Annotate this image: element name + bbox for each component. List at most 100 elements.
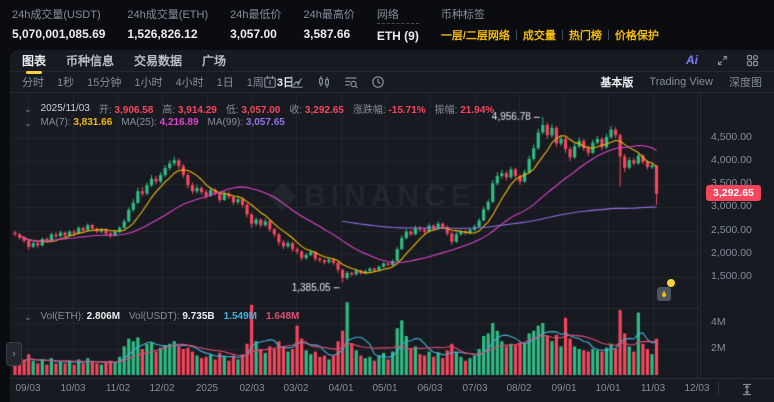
stat-value: 5,070,001,085.69: [12, 27, 106, 41]
tab-4[interactable]: 广场: [202, 54, 227, 68]
ma-fields: MA(7): 3,831.66 MA(25): 4,216.89 MA(99): 3…: [41, 117, 285, 128]
tag-separator: [515, 30, 517, 40]
legend-field: 1.549M: [223, 311, 257, 322]
coin-tag-link[interactable]: 成交量: [522, 30, 556, 42]
price-tick-label: 2,000.00: [711, 246, 752, 259]
legend-field: 收: 3,292.65: [289, 105, 344, 116]
stat-item: 24h最低价 3,057.00: [230, 8, 281, 41]
time-tick-label: 12/02: [149, 383, 175, 394]
axis-separator: [718, 382, 719, 395]
scale-reset-icon[interactable]: [736, 382, 758, 396]
collapse-ohlc-icon[interactable]: ⌄: [24, 103, 32, 114]
tab-bar: 图表 币种信息 交易数据 广场 Ai: [10, 50, 774, 72]
legend-field: 振幅: 21.94%: [434, 105, 495, 116]
interval-button[interactable]: 1周: [246, 76, 264, 89]
tab-bar-icons: Ai: [684, 52, 760, 68]
coin-tags-links: 一层/二层网络 成交量 热门榜 价格保护: [441, 27, 659, 43]
interval-buttons: 分时 1秒 15分钟 1小时 4小时 1日 1周 3日 ▾: [22, 71, 301, 92]
time-tick-label: 11/02: [105, 383, 131, 394]
timezone-icon[interactable]: [371, 75, 385, 89]
volume-tick-label: 2M: [711, 342, 726, 354]
legend-field: MA(99): 3,057.65: [207, 117, 285, 128]
tab-3[interactable]: 交易数据: [134, 54, 183, 68]
legend-field: MA(7): 3,831.66: [40, 117, 113, 128]
drawing-cursor-icon: [657, 287, 671, 301]
layout-grid-icon[interactable]: [744, 52, 760, 68]
chart-area: BINANCE ⌄ 2025/11/03 开: 3,906.58高: 3,914…: [6, 92, 774, 402]
time-tick-label: 10/01: [595, 383, 621, 394]
stat-label: 24h成交量(ETH): [127, 9, 209, 21]
fullscreen-icon[interactable]: [714, 52, 730, 68]
time-tick-label: 2025: [195, 383, 219, 394]
legend-field: 高: 3,914.29: [162, 105, 217, 116]
toolbar-icons: [263, 71, 385, 92]
legend-field: 低: 3,057.00: [225, 105, 281, 116]
interval-button[interactable]: 1日: [216, 76, 234, 89]
price-tick-label: 4,000.00: [711, 154, 752, 167]
ohlc-fields: 开: 3,906.58 高: 3,914.29 低: 3,057.00 收: 3,29…: [99, 101, 494, 116]
stat-item: 24h成交量(ETH) 1,526,826.12: [127, 8, 208, 41]
tag-separator: [561, 30, 563, 40]
coin-tag-link[interactable]: 一层/二层网络: [440, 30, 510, 42]
last-price-badge: 3,292.65: [706, 184, 761, 201]
stat-item: 24h最高价 3,587.66: [303, 8, 354, 41]
calendar-icon[interactable]: [263, 75, 277, 89]
time-tick-label: 12/03: [684, 383, 710, 394]
price-axis[interactable]: 4,500.00 4,000.00 3,500.00 3,000.00 2,500.00…: [700, 92, 774, 378]
stats-bar: 24h成交量(USDT) 5,070,001,085.69 24h成交量(ETH)…: [12, 8, 659, 43]
network-stat: 网络 ETH (9): [376, 8, 419, 43]
collapse-vol-icon[interactable]: ⌄: [24, 311, 32, 322]
time-tick-label: 11/03: [640, 383, 666, 394]
tab-1[interactable]: 图表: [22, 54, 47, 68]
stat-label: 24h最低价: [230, 9, 282, 21]
coin-tag-link[interactable]: 价格保护: [614, 30, 659, 42]
time-tick-label: 07/03: [462, 383, 488, 394]
stat-label: 24h成交量(USDT): [12, 9, 101, 21]
chart-style-icon[interactable]: [290, 75, 304, 89]
network-label[interactable]: 网络: [376, 8, 419, 24]
interval-button[interactable]: 4小时: [175, 76, 204, 89]
time-tick-label: 09/03: [15, 383, 41, 394]
legend-field: 涨跌幅: -15.71%: [352, 105, 426, 116]
view-option[interactable]: Trading View: [649, 75, 713, 88]
stat-value: 3,057.00: [230, 27, 277, 41]
kline-toolbar: 分时 1秒 15分钟 1小时 4小时 1日 1周 3日 ▾ 基本版 Trading View 深度图: [10, 71, 774, 93]
tab-2[interactable]: 币种信息: [66, 54, 115, 68]
legend-date: 2025/11/03: [40, 103, 90, 114]
view-option[interactable]: 基本版: [600, 76, 634, 89]
time-tick-label: 09/01: [551, 383, 577, 394]
stat-label: 24h最高价: [303, 9, 355, 21]
time-tick-label: 02/03: [239, 383, 265, 394]
stat-value: 1,526,826.12: [127, 27, 198, 41]
interval-button[interactable]: 1小时: [134, 76, 163, 89]
legend-field: Vol(USDT): 9.735B: [129, 311, 215, 322]
indicator-icon[interactable]: [344, 75, 358, 89]
coin-tags-label: 币种标签: [440, 9, 485, 21]
kline-canvas[interactable]: [12, 93, 700, 378]
time-tick-label: 05/01: [372, 383, 398, 394]
view-option[interactable]: 深度图: [729, 76, 762, 89]
coin-tag-link[interactable]: 热门榜: [568, 30, 602, 42]
interval-button[interactable]: 15分钟: [87, 76, 122, 89]
price-tick-label: 1,500.00: [711, 269, 752, 282]
view-switch: 基本版 Trading View 深度图: [600, 71, 762, 92]
time-axis[interactable]: 09/03 10/03 11/02 12/02 2025 02/03 03/02 04/01 0…: [10, 378, 774, 399]
price-tick-label: 2,500.00: [711, 223, 752, 236]
time-tick-label: 08/02: [506, 383, 532, 394]
coin-tags-stat: 币种标签 一层/二层网络 成交量 热门榜 价格保护: [441, 8, 659, 43]
interval-button[interactable]: 分时: [22, 76, 44, 89]
panel-expander-button[interactable]: ›: [6, 342, 22, 366]
collapse-ma-icon[interactable]: ⌄: [24, 117, 32, 128]
network-value: ETH (9): [376, 29, 419, 43]
vol-fields: Vol(ETH): 2.806M Vol(USDT): 9.735B 1.549M 1…: [41, 311, 300, 322]
stat-item: 24h成交量(USDT) 5,070,001,085.69: [12, 8, 105, 41]
volume-tick-label: 4M: [711, 316, 726, 328]
ma-legend: ⌄ MA(7): 3,831.66 MA(25): 4,216.89 MA(99):…: [24, 117, 285, 128]
candle-style-icon[interactable]: [317, 75, 331, 89]
interval-button[interactable]: 1秒: [57, 76, 75, 89]
time-tick-label: 06/03: [417, 383, 443, 394]
ai-icon[interactable]: Ai: [686, 53, 698, 67]
legend-field: MA(25): 4,216.89: [121, 117, 199, 128]
tag-separator: [607, 30, 609, 40]
